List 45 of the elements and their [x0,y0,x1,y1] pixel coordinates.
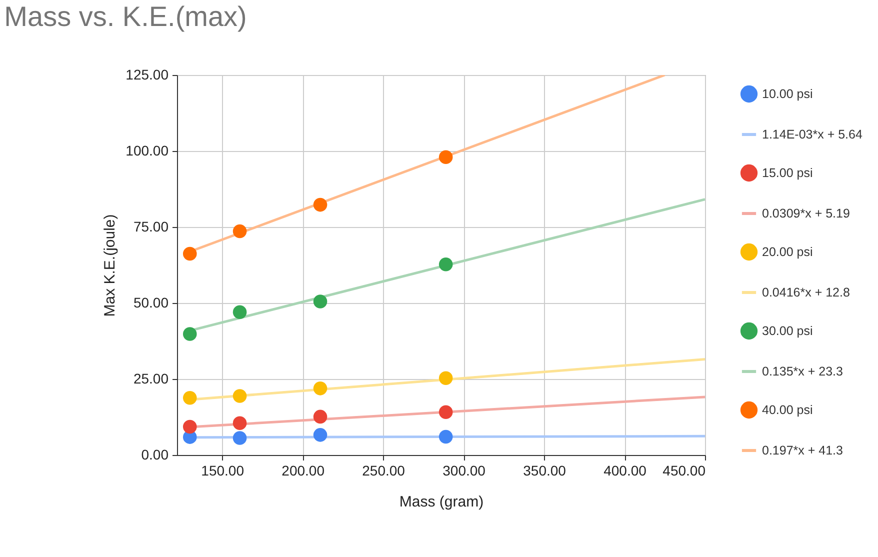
legend-label: 1.14E-03*x + 5.64 [762,128,862,142]
point [182,327,197,341]
y-tick-label: 0.00 [141,446,169,462]
x-tick-label: 400.00 [604,462,647,478]
legend-label: 0.197*x + 41.3 [762,444,844,458]
point [182,420,197,434]
point [438,430,453,444]
point [313,428,328,442]
legend-label: 0.0309*x + 5.19 [762,206,850,220]
x-tick-label: 350.00 [523,462,566,478]
x-tick-label: 250.00 [362,462,406,478]
legend-label: 15.00 psi [762,166,813,180]
point [438,371,453,385]
point [438,150,453,164]
point [232,416,247,430]
point [313,382,328,396]
chart-title: Mass vs. K.E.(max) [4,1,247,32]
point [313,294,328,308]
point [182,390,197,405]
legend-label: 0.135*x + 23.3 [762,364,844,378]
y-tick-label: 50.00 [133,294,169,310]
x-tick-label: 200.00 [282,462,325,478]
point [232,389,247,403]
y-tick-label: 125.00 [126,66,169,82]
point [438,258,453,272]
point [313,198,328,212]
legend-label: 10.00 psi [762,87,813,101]
x-tick-label: 150.00 [201,462,244,478]
point [232,305,247,319]
legend-label: 0.0416*x + 12.8 [762,286,850,300]
x-axis-title: Mass (gram) [399,494,484,510]
y-tick-label: 25.00 [133,370,169,386]
x-tick-label: 450.00 [662,462,706,478]
point [232,224,247,238]
y-tick-label: 100.00 [126,142,169,158]
x-tick-label: 300.00 [442,462,486,478]
point [232,431,247,445]
point [182,246,197,261]
legend-label: 40.00 psi [762,403,813,417]
legend-label: 20.00 psi [762,245,813,259]
point [313,410,328,424]
y-axis-title: Max K.E.(joule) [102,214,119,317]
y-tick-label: 75.00 [133,218,169,234]
legend-label: 30.00 psi [762,324,813,338]
point [438,405,453,420]
